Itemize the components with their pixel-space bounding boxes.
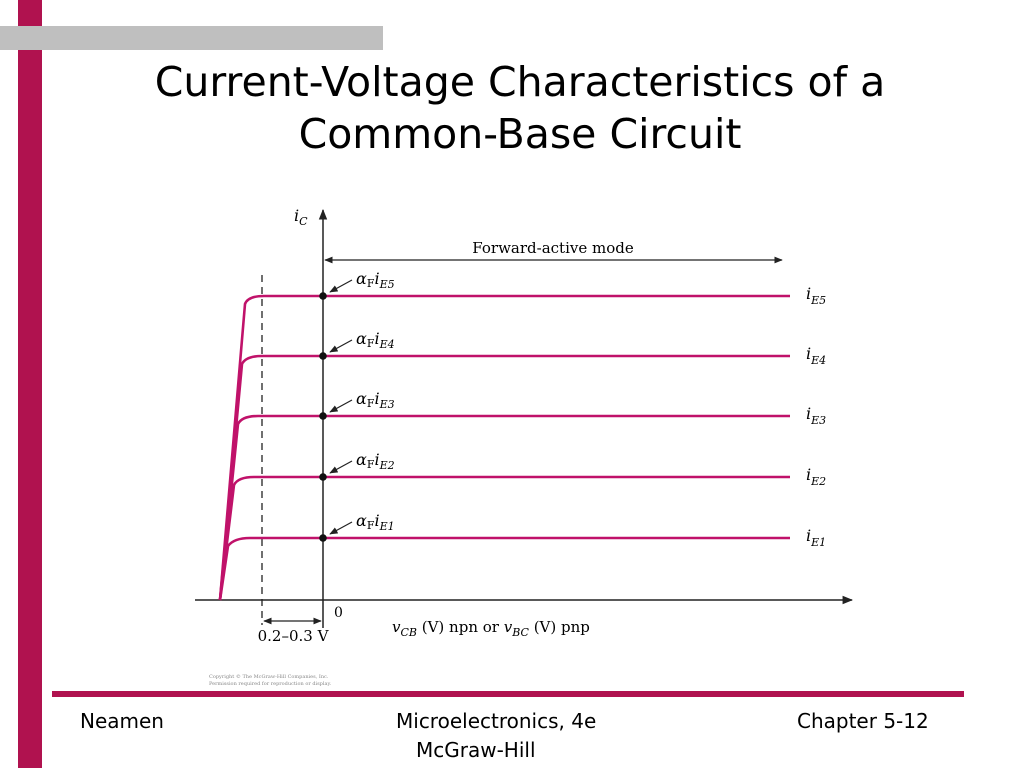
right-label-e3: iE3 bbox=[806, 404, 826, 427]
alpha-label-e5: αFiE5 bbox=[356, 269, 395, 291]
slide-title: Current-Voltage Characteristics of a Com… bbox=[60, 56, 980, 160]
footer-rule bbox=[52, 691, 964, 697]
pointer-arrow-e1 bbox=[329, 521, 353, 535]
origin-label: 0 bbox=[334, 605, 343, 621]
right-label-e4: iE4 bbox=[806, 344, 826, 367]
alpha-label-e2: αFiE2 bbox=[356, 450, 395, 472]
footer-chapter: Chapter 5-12 bbox=[797, 709, 929, 733]
operating-point-e3 bbox=[319, 412, 327, 420]
offset-label: 0.2–0.3 V bbox=[258, 627, 330, 645]
copyright-line2: Permission required for reproduction or … bbox=[209, 681, 332, 687]
pointer-arrow-e5 bbox=[329, 279, 353, 293]
curve-e1 bbox=[218, 536, 790, 601]
alpha-label-e1: αFiE1 bbox=[356, 511, 395, 533]
curve-e2 bbox=[218, 475, 790, 601]
operating-point-e4 bbox=[319, 352, 327, 360]
y-axis-label: iC bbox=[294, 206, 308, 228]
alpha-label-e4: αFiE4 bbox=[356, 329, 395, 351]
right-label-e2: iE2 bbox=[806, 465, 826, 488]
left-accent-bar bbox=[18, 0, 42, 768]
curves-group: αFiE5 iE5 αFiE4 iE4 αFiE3 iE3 αFiE2 iE2 αFiE1 iE1 bbox=[218, 269, 826, 601]
right-label-e5: iE5 bbox=[806, 284, 826, 307]
iv-characteristics-figure: Forward-active mode 0.2–0.3 V iC 0 vCB (… bbox=[195, 206, 854, 687]
slide-title-line2: Common-Base Circuit bbox=[298, 110, 742, 158]
right-label-e1: iE1 bbox=[806, 526, 826, 549]
footer-book-title: Microelectronics, 4e bbox=[396, 709, 597, 733]
operating-point-e5 bbox=[319, 292, 327, 300]
copyright-line1: Copyright © The McGraw-Hill Companies, I… bbox=[209, 673, 329, 680]
slide-title-line1: Current-Voltage Characteristics of a bbox=[154, 58, 886, 106]
curve-e4 bbox=[218, 354, 790, 601]
pointer-arrow-e3 bbox=[329, 399, 353, 413]
x-axis-label: vCB (V) npn or vBC (V) pnp bbox=[392, 618, 590, 639]
forward-active-mode-label: Forward-active mode bbox=[472, 239, 634, 257]
pointer-arrow-e2 bbox=[329, 460, 353, 474]
pointer-arrow-e4 bbox=[329, 339, 353, 353]
alpha-label-e3: αFiE3 bbox=[356, 389, 395, 411]
top-gray-bar bbox=[0, 26, 383, 50]
operating-point-e2 bbox=[319, 473, 327, 481]
curve-e5 bbox=[218, 294, 790, 601]
footer-publisher: McGraw-Hill bbox=[416, 738, 536, 762]
footer-author: Neamen bbox=[80, 709, 164, 733]
curve-e3 bbox=[218, 414, 790, 601]
operating-point-e1 bbox=[319, 534, 327, 542]
